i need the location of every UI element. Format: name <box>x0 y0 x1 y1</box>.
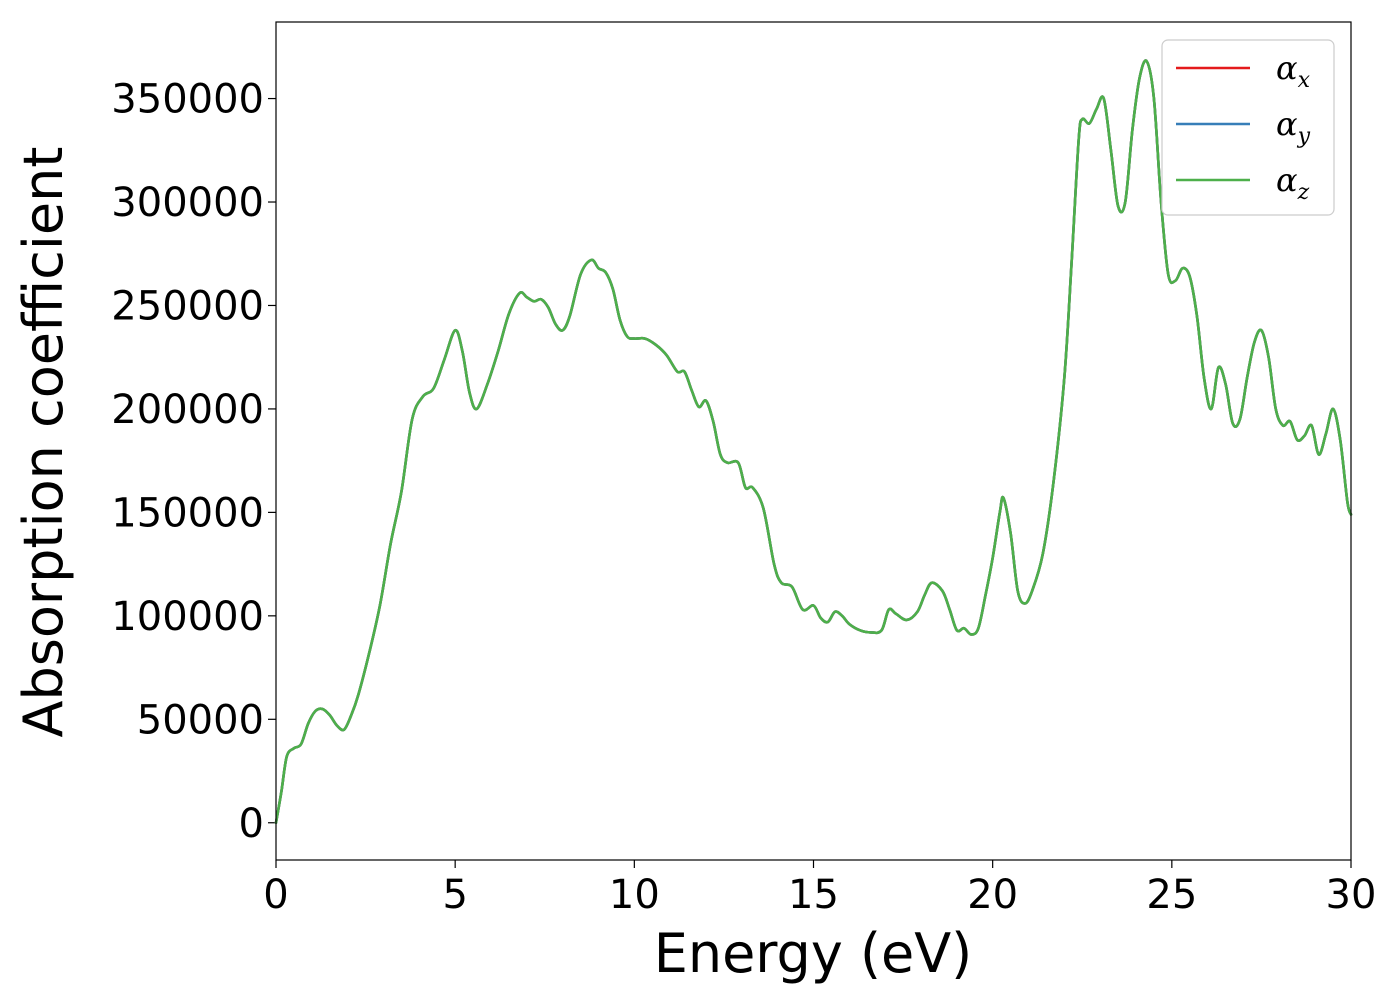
x-tick-label: 20 <box>967 872 1018 918</box>
x-tick-label: 0 <box>263 872 288 918</box>
x-tick-label: 25 <box>1146 872 1197 918</box>
legend: αx αy αz <box>1161 39 1335 216</box>
x-tick-label: 30 <box>1326 872 1377 918</box>
legend-label: αz <box>1276 161 1310 205</box>
y-tick-label: 350000 <box>111 77 264 123</box>
y-tick-label: 150000 <box>111 490 264 536</box>
y-axis-title: Absorption coefficient <box>12 147 75 738</box>
legend-label: αx <box>1276 49 1311 93</box>
y-tick-label: 300000 <box>111 180 264 226</box>
x-axis-title: Energy (eV) <box>654 922 973 985</box>
y-tick-label: 100000 <box>111 594 264 640</box>
x-tick-label: 5 <box>442 872 467 918</box>
x-tick-label: 10 <box>609 872 660 918</box>
y-axis-ticks: 0 50000 100000 150000 200000 250000 300000 3500… <box>111 77 276 847</box>
y-tick-label: 200000 <box>111 387 264 433</box>
legend-box <box>1161 39 1335 216</box>
series-layer <box>274 59 1353 825</box>
y-tick-label: 50000 <box>137 697 264 743</box>
legend-label: αy <box>1276 105 1311 149</box>
x-tick-label: 15 <box>788 872 839 918</box>
x-axis-ticks: 0 5 10 15 20 25 30 <box>263 860 1376 918</box>
series-line-z <box>274 59 1353 825</box>
plot-area-frame <box>275 21 1352 861</box>
y-tick-label: 250000 <box>111 283 264 329</box>
y-tick-label: 0 <box>239 801 264 847</box>
